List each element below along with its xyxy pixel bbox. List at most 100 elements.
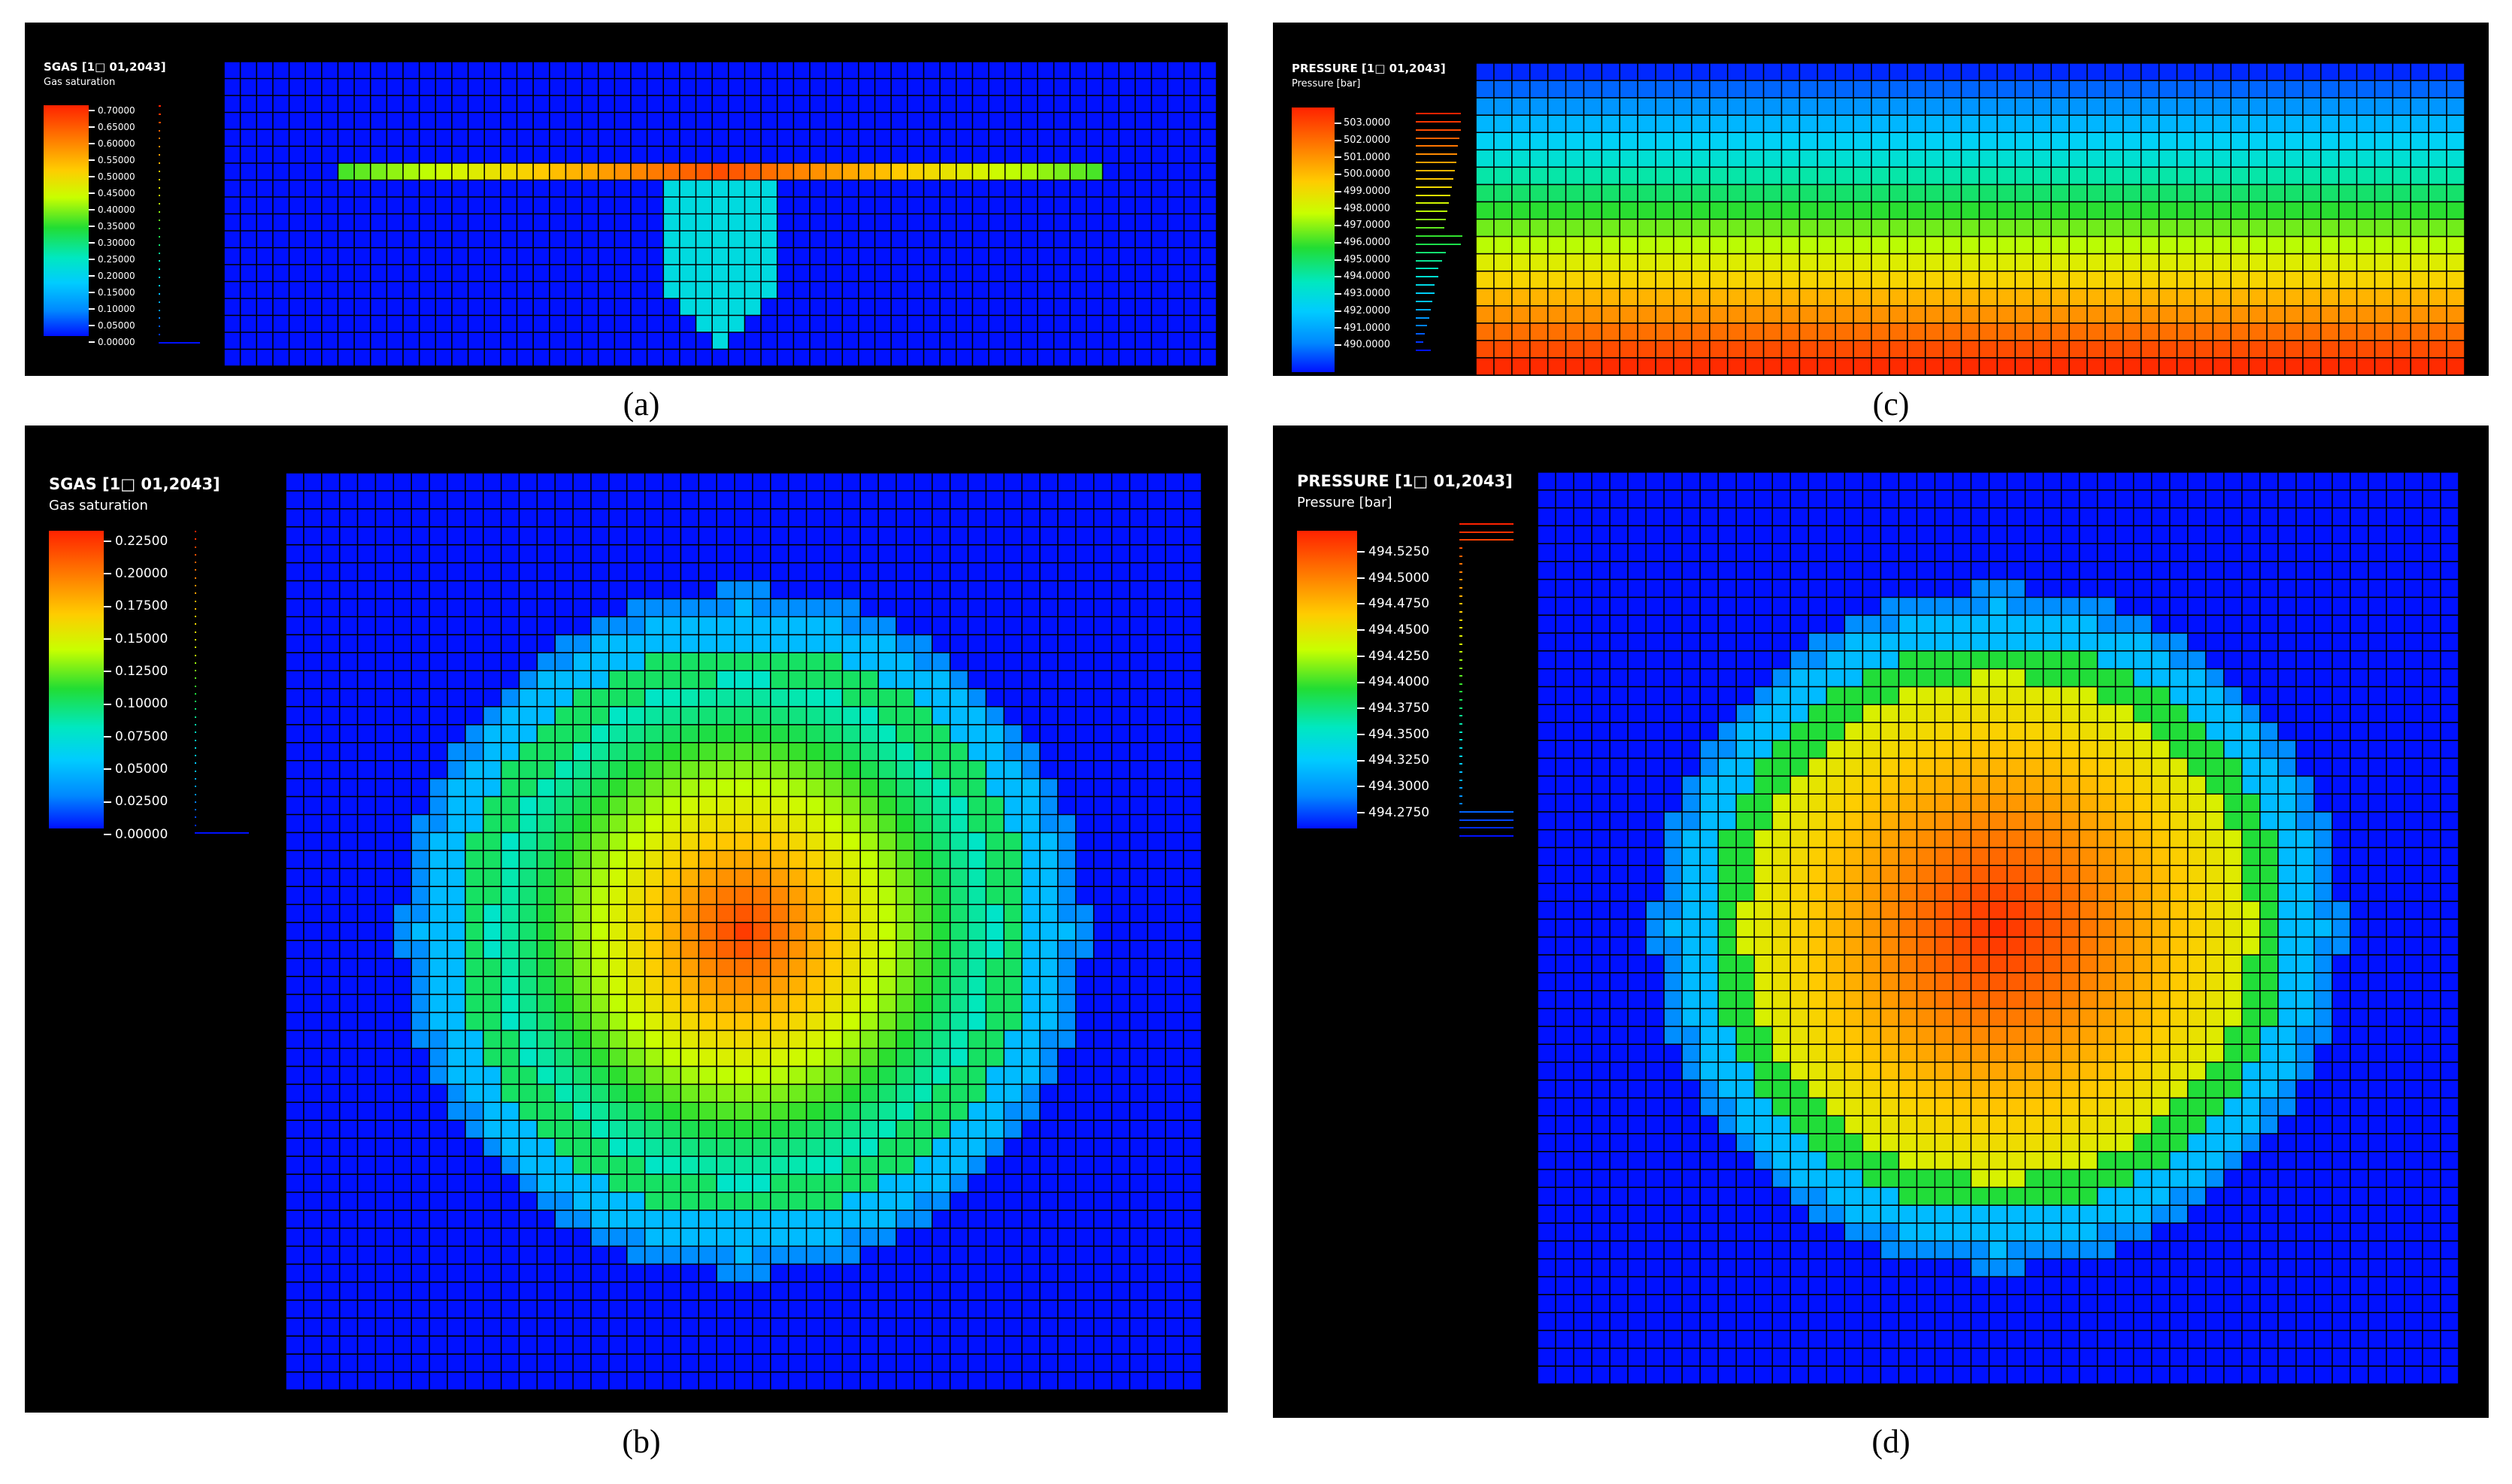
heatmap-cell: [824, 1210, 843, 1228]
heatmap-cell: [1183, 544, 1201, 563]
heatmap-cell: [2086, 288, 2106, 307]
heatmap-cell: [788, 904, 807, 923]
heatmap-cell: [2429, 184, 2447, 202]
heatmap-cell: [608, 976, 628, 995]
heatmap-cell: [2356, 305, 2375, 324]
heatmap-cell: [2069, 305, 2088, 324]
heatmap-cell: [411, 598, 430, 617]
heatmap-cell: [1638, 340, 1656, 359]
heatmap-cell: [907, 95, 924, 113]
heatmap-cell: [555, 689, 574, 707]
heatmap-cell: [663, 197, 680, 214]
heatmap-cell: [484, 231, 501, 248]
heatmap-cell: [519, 778, 538, 797]
heatmap-cell: [728, 332, 745, 350]
heatmap-cell: [923, 281, 941, 299]
heatmap-cell: [1021, 146, 1038, 164]
heatmap-cell: [968, 1264, 986, 1283]
heatmap-cell: [1817, 115, 1836, 133]
heatmap-cell: [2392, 340, 2411, 359]
heatmap-cell: [305, 281, 323, 299]
heatmap-cell: [1022, 760, 1041, 779]
heatmap-cell: [501, 1210, 520, 1228]
heatmap-cell: [717, 1336, 735, 1355]
heatmap-cell: [2231, 132, 2250, 150]
heatmap-cell: [403, 146, 420, 164]
heatmap-cell: [770, 1336, 789, 1355]
heatmap-cell: [573, 1048, 592, 1067]
heatmap-cell: [1135, 315, 1152, 333]
heatmap-cell: [256, 349, 274, 366]
heatmap-cell: [339, 1318, 358, 1337]
heatmap-cell: [860, 976, 879, 995]
heatmap-cell: [303, 922, 323, 941]
heatmap-cell: [1102, 112, 1120, 130]
heatmap-cell: [735, 634, 753, 653]
heatmap-cell: [321, 850, 340, 869]
heatmap-cell: [500, 163, 517, 180]
heatmap-cell: [752, 1336, 771, 1355]
heatmap-cell: [874, 197, 892, 214]
heatmap-cell: [735, 976, 753, 995]
heatmap-cell: [573, 868, 592, 887]
heatmap-cell: [968, 904, 986, 923]
heatmap-cell: [824, 958, 843, 977]
heatmap-cell: [357, 1066, 376, 1085]
heatmap-cell: [860, 689, 879, 707]
heatmap-cell: [956, 95, 973, 113]
heatmap-cell: [1147, 562, 1166, 581]
heatmap-cell: [2159, 323, 2177, 341]
heatmap-cell: [1200, 332, 1217, 350]
heatmap-cell: [788, 1156, 807, 1175]
heatmap-cell: [386, 298, 404, 316]
heatmap-cell: [1129, 1030, 1148, 1049]
heatmap-cell: [1129, 850, 1148, 869]
heatmap-cell: [305, 214, 323, 232]
heatmap-cell: [465, 868, 483, 887]
heatmap-cell: [1004, 689, 1023, 707]
heatmap-cell: [1656, 80, 1674, 98]
heatmap-cell: [500, 129, 517, 147]
heatmap-cell: [305, 95, 323, 113]
heatmap-cell: [305, 332, 323, 350]
heatmap-cell: [2123, 340, 2141, 359]
heatmap-cell: [354, 265, 371, 282]
heatmap-cell: [1004, 778, 1023, 797]
heatmap-cell: [1997, 201, 2016, 220]
heatmap-cell: [972, 298, 989, 316]
chart-subtitle: Pressure [bar]: [1292, 78, 1361, 89]
heatmap-cell: [591, 814, 610, 833]
heatmap-cell: [411, 1048, 430, 1067]
heatmap-cell: [1093, 1138, 1112, 1157]
heatmap-cell: [1102, 315, 1120, 333]
heatmap-cell: [956, 265, 973, 282]
heatmap-cell: [1165, 1228, 1184, 1246]
heatmap-cell: [1093, 922, 1112, 941]
heatmap-cell: [1674, 219, 1692, 237]
heatmap-cell: [1057, 1102, 1077, 1121]
heatmap-cell: [2213, 201, 2232, 220]
heatmap-cell: [744, 95, 762, 113]
heatmap-cell: [932, 1066, 950, 1085]
heatmap-cell: [752, 706, 771, 725]
heatmap-cell: [1040, 526, 1059, 545]
heatmap-cell: [1057, 671, 1077, 689]
heatmap-cell: [1529, 323, 1548, 341]
heatmap-cell: [1183, 1336, 1201, 1355]
heatmap-cell: [608, 1120, 628, 1139]
heatmap-cell: [501, 1300, 520, 1319]
heatmap-cell: [2195, 167, 2214, 185]
heatmap-cell: [1040, 1156, 1059, 1175]
heatmap-cell: [663, 112, 680, 130]
heatmap-cell: [923, 78, 941, 96]
heatmap-cell: [1781, 184, 1800, 202]
heatmap-cell: [1075, 1066, 1094, 1085]
heatmap-cell: [338, 163, 355, 180]
heatmap-cell: [1004, 298, 1022, 316]
heatmap-cell: [806, 473, 825, 492]
heatmap-cell: [1086, 265, 1103, 282]
heatmap-cell: [806, 796, 825, 815]
heatmap-cell: [1943, 271, 1962, 289]
heatmap-cell: [788, 1282, 807, 1301]
heatmap-cell: [370, 231, 387, 248]
